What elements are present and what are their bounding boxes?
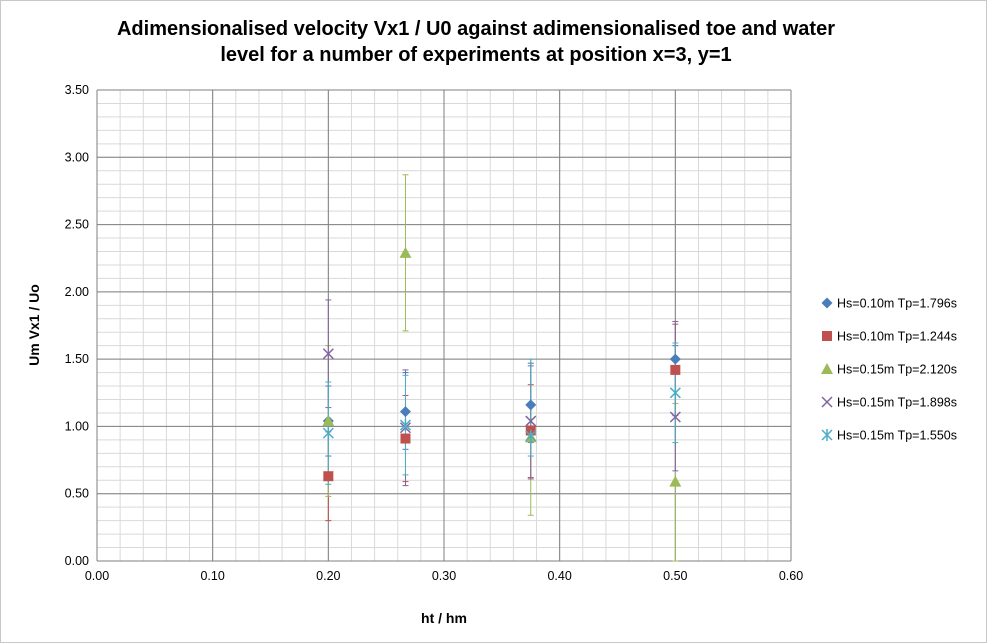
legend-label: Hs=0.15m Tp=1.898s [837, 396, 957, 410]
x-tick-label: 0.40 [547, 569, 571, 583]
legend: Hs=0.10m Tp=1.796s Hs=0.10m Tp=1.244s Hs=0… [821, 297, 957, 443]
data-point-diamond [669, 353, 681, 365]
data-point-x [322, 348, 334, 360]
data-point-diamond [525, 399, 537, 411]
data-point-triangle [322, 415, 335, 427]
legend-marker-diamond [821, 297, 833, 309]
data-point-diamond [399, 406, 411, 418]
y-tick-label: 1.50 [65, 352, 89, 366]
data-point-triangle [669, 475, 682, 487]
legend-entry: Hs=0.10m Tp=1.244s [822, 330, 957, 344]
y-tick-label: 0.50 [65, 487, 89, 501]
marker-stroke [669, 411, 681, 423]
legend-marker-triangle [821, 363, 833, 374]
chart-title: Adimensionalised velocity Vx1 / U0 again… [61, 16, 891, 68]
legend-entry: Hs=0.15m Tp=2.120s [821, 363, 957, 377]
legend-entry: Hs=0.10m Tp=1.796s [821, 297, 957, 311]
marker-stroke [322, 348, 334, 360]
y-axis-title: Um Vx1 / Uo [26, 284, 42, 366]
x-tick-label: 0.00 [85, 569, 109, 583]
legend-label: Hs=0.10m Tp=1.244s [837, 330, 957, 344]
legend-label: Hs=0.15m Tp=2.120s [837, 363, 957, 377]
x-tick-label: 0.30 [432, 569, 456, 583]
data-point-star [322, 427, 334, 440]
data-point-x [669, 411, 681, 423]
data-point-star [525, 429, 537, 442]
data-point-triangle [399, 246, 412, 258]
data-point-square [400, 433, 411, 444]
y-tick-label: 3.50 [65, 83, 89, 97]
legend-label: Hs=0.15m Tp=1.550s [837, 429, 957, 443]
x-tick-label: 0.60 [779, 569, 803, 583]
marker-stroke [525, 415, 537, 427]
y-tick-label: 0.00 [65, 554, 89, 568]
chart-title-line-2: level for a number of experiments at pos… [220, 44, 732, 66]
x-axis-title: ht / hm [421, 610, 467, 626]
x-tick-label: 0.10 [200, 569, 224, 583]
data-point-star [399, 419, 412, 432]
legend-marker-square [822, 331, 832, 341]
y-tick-label: 3.00 [65, 150, 89, 164]
axes: 0.00 0.10 0.20 0.30 0.40 0.50 0.60 0.00 0.50 1.00… [65, 83, 804, 583]
grid [96, 89, 792, 562]
y-tick-label: 1.00 [65, 419, 89, 433]
legend-marker-x [821, 396, 833, 408]
legend-marker-star [821, 429, 833, 441]
chart-title-line-1: Adimensionalised velocity Vx1 / U0 again… [116, 18, 835, 40]
data-markers [322, 246, 682, 487]
legend-label: Hs=0.10m Tp=1.796s [837, 297, 957, 311]
legend-entry: Hs=0.15m Tp=1.898s [821, 396, 957, 410]
y-tick-label: 2.50 [65, 218, 89, 232]
data-point-x [525, 415, 537, 427]
legend-entry: Hs=0.15m Tp=1.550s [821, 429, 957, 443]
data-point-star [669, 386, 681, 399]
y-tick-label: 2.00 [65, 285, 89, 299]
data-point-square [323, 471, 334, 482]
marker-stroke [821, 396, 833, 408]
x-tick-label: 0.50 [663, 569, 687, 583]
data-point-square [670, 364, 681, 375]
x-tick-label: 0.20 [316, 569, 340, 583]
